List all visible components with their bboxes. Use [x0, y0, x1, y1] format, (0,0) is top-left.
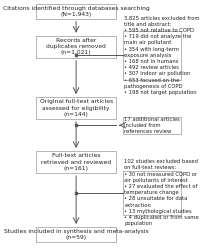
FancyBboxPatch shape [122, 31, 180, 80]
Text: Records after
duplicates removed
(n=1,021): Records after duplicates removed (n=1,02… [46, 38, 105, 56]
Text: Citations identified through databases searching (N=1,943): Citations identified through databases s… [3, 6, 149, 17]
FancyBboxPatch shape [36, 151, 116, 173]
FancyBboxPatch shape [36, 36, 116, 58]
FancyBboxPatch shape [36, 227, 116, 242]
FancyBboxPatch shape [36, 97, 116, 119]
Text: 102 studies excluded based on full-text reviews:
• 30 not measured COPD or air p: 102 studies excluded based on full-text … [124, 159, 198, 226]
Text: Full-text articles
retrieved and reviewed
(n=161): Full-text articles retrieved and reviewe… [41, 153, 111, 171]
Text: Studies included in synthesis and meta-analysis (n=59): Studies included in synthesis and meta-a… [4, 229, 148, 240]
FancyBboxPatch shape [122, 171, 180, 215]
Text: 3,825 articles excluded from title and abstract:
• 595 not relative to COPD
• 71: 3,825 articles excluded from title and a… [124, 16, 199, 95]
Text: 17 additional articles included from
references review: 17 additional articles included from ref… [124, 117, 180, 134]
Text: Original full-text articles
assessed for eligibility
(n=144): Original full-text articles assessed for… [39, 99, 112, 117]
FancyBboxPatch shape [36, 4, 116, 19]
FancyBboxPatch shape [122, 117, 180, 134]
